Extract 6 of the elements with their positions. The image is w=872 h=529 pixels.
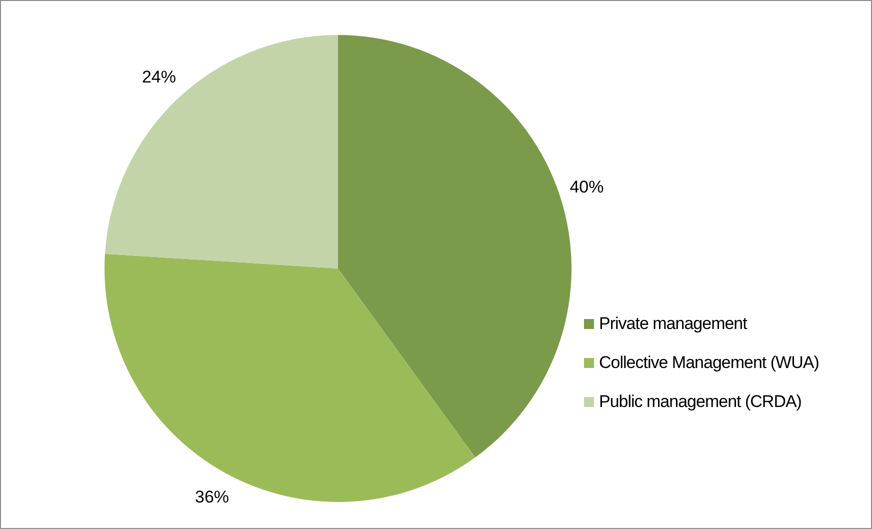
data-label: 36% xyxy=(194,487,230,506)
legend-label: Public management (CRDA) xyxy=(599,391,802,413)
data-label: 40% xyxy=(570,177,604,196)
legend-label: Collective Management (WUA) xyxy=(599,352,819,374)
data-label: 24% xyxy=(142,68,176,87)
legend-label: Private management xyxy=(599,313,747,335)
